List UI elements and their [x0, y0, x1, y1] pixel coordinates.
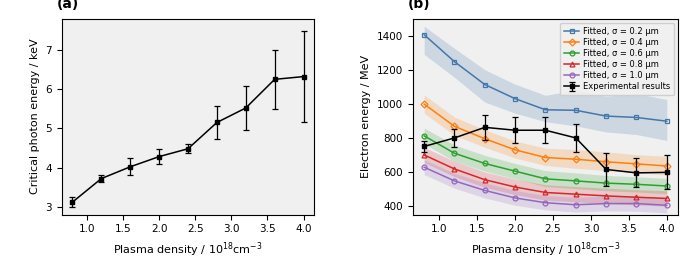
Fitted, σ = 0.6 μm	[511, 170, 519, 173]
Fitted, σ = 0.2 μm	[662, 120, 671, 123]
Fitted, σ = 0.6 μm	[420, 134, 428, 138]
Fitted, σ = 1.0 μm	[541, 201, 549, 204]
Fitted, σ = 0.2 μm	[541, 108, 549, 111]
Fitted, σ = 0.8 μm	[572, 193, 580, 196]
Y-axis label: Critical photon energy / keV: Critical photon energy / keV	[29, 39, 40, 195]
Fitted, σ = 0.2 μm	[511, 97, 519, 100]
Fitted, σ = 0.4 μm	[450, 125, 458, 128]
X-axis label: Plasma density / 10$^{18}$cm$^{-3}$: Plasma density / 10$^{18}$cm$^{-3}$	[113, 240, 263, 259]
Fitted, σ = 0.8 μm	[632, 196, 640, 199]
Fitted, σ = 0.8 μm	[481, 178, 489, 181]
Fitted, σ = 0.2 μm	[450, 60, 458, 63]
Text: (a): (a)	[57, 0, 79, 11]
Line: Fitted, σ = 0.8 μm: Fitted, σ = 0.8 μm	[422, 153, 669, 201]
Fitted, σ = 0.8 μm	[511, 186, 519, 189]
Fitted, σ = 0.4 μm	[481, 137, 489, 140]
Fitted, σ = 0.2 μm	[572, 109, 580, 112]
Fitted, σ = 1.0 μm	[511, 196, 519, 200]
Fitted, σ = 0.4 μm	[572, 158, 580, 161]
Fitted, σ = 0.2 μm	[632, 116, 640, 119]
Line: Fitted, σ = 0.6 μm: Fitted, σ = 0.6 μm	[422, 134, 669, 188]
Text: (b): (b)	[408, 0, 430, 11]
Line: Fitted, σ = 0.2 μm: Fitted, σ = 0.2 μm	[422, 32, 669, 124]
Fitted, σ = 0.4 μm	[662, 165, 671, 168]
Fitted, σ = 0.6 μm	[602, 182, 610, 185]
Fitted, σ = 1.0 μm	[572, 203, 580, 206]
Fitted, σ = 0.8 μm	[541, 191, 549, 194]
Line: Fitted, σ = 0.4 μm: Fitted, σ = 0.4 μm	[422, 102, 669, 169]
Fitted, σ = 0.4 μm	[420, 103, 428, 106]
Fitted, σ = 1.0 μm	[632, 202, 640, 205]
Fitted, σ = 0.2 μm	[481, 83, 489, 86]
Fitted, σ = 0.6 μm	[481, 162, 489, 165]
Fitted, σ = 0.8 μm	[662, 197, 671, 200]
Fitted, σ = 0.4 μm	[511, 148, 519, 151]
Fitted, σ = 0.8 μm	[450, 167, 458, 171]
X-axis label: Plasma density / 10$^{18}$cm$^{-3}$: Plasma density / 10$^{18}$cm$^{-3}$	[471, 240, 620, 259]
Y-axis label: Electron energy / MeV: Electron energy / MeV	[361, 55, 371, 178]
Fitted, σ = 1.0 μm	[420, 166, 428, 169]
Fitted, σ = 0.6 μm	[450, 152, 458, 155]
Line: Fitted, σ = 1.0 μm: Fitted, σ = 1.0 μm	[422, 165, 669, 208]
Fitted, σ = 0.6 μm	[662, 184, 671, 188]
Fitted, σ = 0.2 μm	[602, 114, 610, 118]
Fitted, σ = 1.0 μm	[450, 179, 458, 183]
Fitted, σ = 0.4 μm	[541, 156, 549, 159]
Fitted, σ = 0.2 μm	[420, 33, 428, 36]
Fitted, σ = 0.8 μm	[602, 194, 610, 197]
Fitted, σ = 1.0 μm	[662, 204, 671, 207]
Fitted, σ = 1.0 μm	[481, 189, 489, 192]
Fitted, σ = 0.4 μm	[632, 162, 640, 165]
Fitted, σ = 0.6 μm	[632, 183, 640, 186]
Fitted, σ = 0.6 μm	[541, 177, 549, 180]
Fitted, σ = 0.4 μm	[602, 160, 610, 164]
Legend: Fitted, σ = 0.2 μm, Fitted, σ = 0.4 μm, Fitted, σ = 0.6 μm, Fitted, σ = 0.8 μm, : Fitted, σ = 0.2 μm, Fitted, σ = 0.4 μm, …	[560, 23, 674, 95]
Fitted, σ = 1.0 μm	[602, 202, 610, 205]
Fitted, σ = 0.6 μm	[572, 179, 580, 183]
Fitted, σ = 0.8 μm	[420, 153, 428, 157]
